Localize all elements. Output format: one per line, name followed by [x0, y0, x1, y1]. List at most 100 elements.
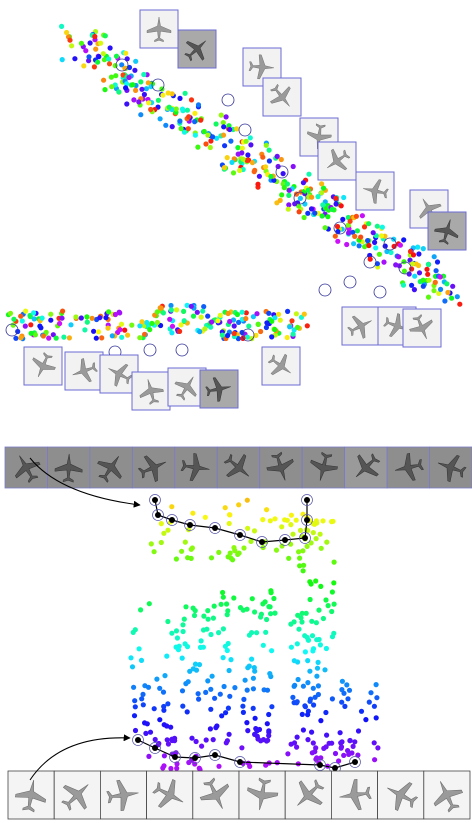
point	[297, 563, 303, 569]
point	[285, 308, 291, 314]
point	[411, 287, 417, 293]
point	[168, 302, 174, 309]
point	[117, 327, 123, 333]
node	[304, 517, 310, 523]
point	[384, 248, 390, 255]
point	[363, 717, 369, 723]
point	[161, 753, 167, 759]
point	[144, 319, 150, 326]
point	[344, 682, 350, 688]
point	[160, 92, 166, 98]
point	[138, 112, 144, 118]
point	[236, 550, 242, 556]
point	[232, 548, 238, 554]
point	[220, 655, 226, 661]
point	[263, 629, 269, 635]
point	[205, 608, 211, 614]
point	[309, 729, 315, 735]
point	[294, 744, 300, 750]
point	[227, 126, 233, 133]
point	[266, 711, 272, 718]
point	[18, 313, 24, 319]
point	[139, 696, 145, 702]
point	[344, 241, 350, 248]
highlight-ring	[398, 261, 412, 275]
point	[189, 735, 195, 741]
point	[132, 698, 138, 704]
point	[244, 687, 250, 693]
point	[179, 106, 186, 112]
point	[359, 213, 365, 219]
highlight-ring	[151, 78, 165, 92]
point	[92, 33, 98, 40]
point	[335, 238, 341, 244]
point	[157, 116, 163, 122]
point	[101, 57, 107, 63]
point	[48, 311, 54, 317]
point	[286, 202, 292, 208]
point	[214, 723, 220, 729]
node-ring	[132, 734, 144, 746]
point	[242, 677, 248, 683]
point	[263, 142, 269, 148]
point	[180, 703, 186, 709]
point	[249, 596, 255, 602]
point	[246, 323, 252, 329]
point	[243, 138, 249, 144]
point	[264, 687, 271, 693]
point	[315, 659, 321, 666]
node-ring	[152, 509, 164, 521]
point	[315, 683, 321, 689]
point	[342, 703, 348, 710]
point	[223, 710, 229, 716]
point	[329, 519, 335, 525]
point	[116, 89, 122, 95]
point	[161, 703, 167, 710]
point	[245, 525, 251, 531]
point	[400, 282, 407, 288]
highlight-ring	[293, 191, 307, 205]
point	[208, 631, 214, 638]
node-ring	[184, 519, 196, 531]
point	[281, 185, 287, 191]
point	[197, 329, 203, 335]
point	[366, 242, 372, 249]
point	[118, 321, 125, 327]
point	[220, 120, 226, 126]
point	[205, 313, 211, 319]
point	[249, 160, 256, 166]
point	[286, 555, 292, 561]
point	[313, 578, 319, 584]
point	[173, 106, 179, 112]
point	[320, 185, 327, 191]
point	[22, 323, 28, 329]
point	[245, 760, 251, 766]
point	[162, 673, 168, 679]
point	[329, 608, 335, 615]
point	[198, 314, 204, 320]
point	[129, 664, 136, 670]
highlight-ring	[383, 237, 397, 251]
point	[300, 727, 306, 733]
point	[297, 195, 303, 201]
point	[254, 733, 260, 739]
point	[311, 702, 317, 708]
point	[133, 58, 139, 64]
point	[305, 737, 311, 743]
point	[371, 740, 377, 746]
point	[165, 90, 171, 96]
point	[299, 610, 305, 616]
point	[301, 311, 307, 317]
point	[196, 662, 203, 668]
point	[223, 114, 229, 120]
point	[234, 311, 240, 318]
point	[331, 601, 337, 607]
point	[207, 726, 213, 732]
point	[294, 699, 300, 705]
point	[214, 135, 220, 141]
point	[329, 696, 335, 702]
point	[59, 23, 65, 29]
point	[310, 530, 316, 536]
point	[219, 332, 225, 338]
point	[356, 243, 362, 249]
